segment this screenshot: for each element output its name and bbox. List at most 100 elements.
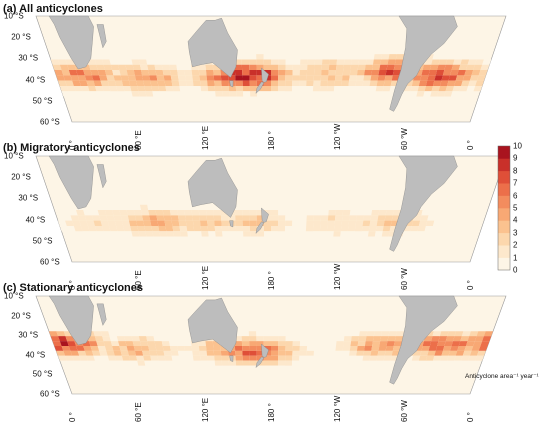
heat-cell <box>342 345 351 351</box>
heat-cell <box>388 54 397 60</box>
heat-cell <box>94 336 104 342</box>
heat-cell <box>163 215 172 221</box>
heat-cell <box>362 220 371 226</box>
heat-cell <box>327 350 336 356</box>
heat-cell <box>384 215 393 221</box>
heat-cell <box>72 355 81 361</box>
heat-cell <box>384 75 393 81</box>
heat-cell <box>141 70 150 76</box>
lat-label: 20 °S <box>11 172 31 182</box>
heat-cell <box>306 345 315 351</box>
heat-cell <box>306 350 314 356</box>
heat-cell <box>299 80 307 86</box>
heat-cell <box>112 70 121 76</box>
heat-cell <box>91 350 101 356</box>
heat-cell <box>278 75 286 81</box>
heat-cell <box>361 85 370 92</box>
heat-cell <box>169 64 178 71</box>
heat-cell <box>59 64 69 71</box>
heat-cell <box>169 341 178 346</box>
heat-cell <box>461 54 471 60</box>
heat-cell <box>327 215 336 221</box>
heat-cell <box>221 80 229 86</box>
heat-cell <box>447 331 457 337</box>
heat-cell <box>271 59 279 65</box>
heat-cell <box>425 220 435 226</box>
heat-cell <box>164 80 173 86</box>
heat-cell <box>68 70 78 76</box>
heat-cell <box>206 215 215 221</box>
heat-cell <box>172 85 181 92</box>
heat-cell <box>198 70 207 76</box>
heat-cell <box>84 75 94 81</box>
heat-cell <box>114 355 124 361</box>
heat-cell <box>356 350 365 356</box>
new-zealand-land <box>261 343 269 358</box>
heat-cell <box>213 345 221 351</box>
heat-cell <box>242 210 250 216</box>
heat-cell <box>184 345 193 351</box>
heat-cell <box>379 64 388 71</box>
heat-cell <box>381 231 390 237</box>
heat-cell <box>257 91 265 97</box>
heat-cell <box>442 345 452 351</box>
colorbar-tick-label: 0 <box>513 265 518 275</box>
heat-cell <box>77 215 87 221</box>
heat-cell <box>102 336 111 342</box>
heat-cell <box>343 64 352 71</box>
heat-cell <box>285 336 294 342</box>
heat-cell <box>450 70 459 76</box>
heat-cell <box>343 336 352 342</box>
heat-cell <box>373 54 383 60</box>
heat-cell <box>271 350 279 356</box>
heat-cell <box>383 355 392 361</box>
heat-cell <box>243 91 251 97</box>
heat-cell <box>422 64 432 71</box>
heat-cell <box>439 331 449 337</box>
heat-cell <box>120 215 129 221</box>
heat-cell <box>364 345 373 351</box>
heat-cell <box>249 85 258 92</box>
heat-cell <box>439 54 449 60</box>
heat-cell <box>348 220 357 226</box>
lon-label: 0 ° <box>68 140 77 150</box>
heat-cell <box>236 365 244 371</box>
heat-cell <box>166 231 175 237</box>
heat-cell <box>250 231 258 237</box>
heat-cell <box>207 360 216 366</box>
heat-cell <box>107 220 117 226</box>
heat-cell <box>271 360 279 366</box>
heat-cell <box>134 215 144 221</box>
heat-cell <box>172 225 181 232</box>
heat-cell <box>169 70 178 76</box>
colorbar-swatch <box>498 170 510 184</box>
heat-cell <box>327 220 335 226</box>
heat-cell <box>159 231 168 237</box>
heat-cell <box>358 59 367 65</box>
heat-cell <box>113 215 122 221</box>
heat-cell <box>370 215 379 221</box>
heat-cell <box>356 70 365 76</box>
heat-cell <box>313 210 322 216</box>
lon-label: 0 ° <box>466 280 475 290</box>
heat-cell <box>344 331 353 337</box>
heat-cell <box>79 220 88 226</box>
heat-cell <box>93 355 103 361</box>
colorbar-swatch <box>498 232 510 246</box>
heat-cell <box>158 85 167 92</box>
heat-cell <box>441 75 451 81</box>
heat-cell <box>271 54 279 60</box>
colorbar-tick-label: 2 <box>513 240 518 250</box>
heat-cell <box>192 350 200 356</box>
heat-cell <box>444 341 454 346</box>
heat-cell <box>372 59 382 65</box>
heat-cell <box>220 215 229 221</box>
heat-cell <box>483 331 494 337</box>
heat-cell <box>328 345 336 351</box>
heat-cell <box>271 220 279 226</box>
heat-cell <box>363 350 372 356</box>
heat-cell <box>147 341 156 346</box>
heat-cell <box>80 85 90 92</box>
lat-label: 30 °S <box>18 53 39 63</box>
heat-cell <box>451 341 461 346</box>
